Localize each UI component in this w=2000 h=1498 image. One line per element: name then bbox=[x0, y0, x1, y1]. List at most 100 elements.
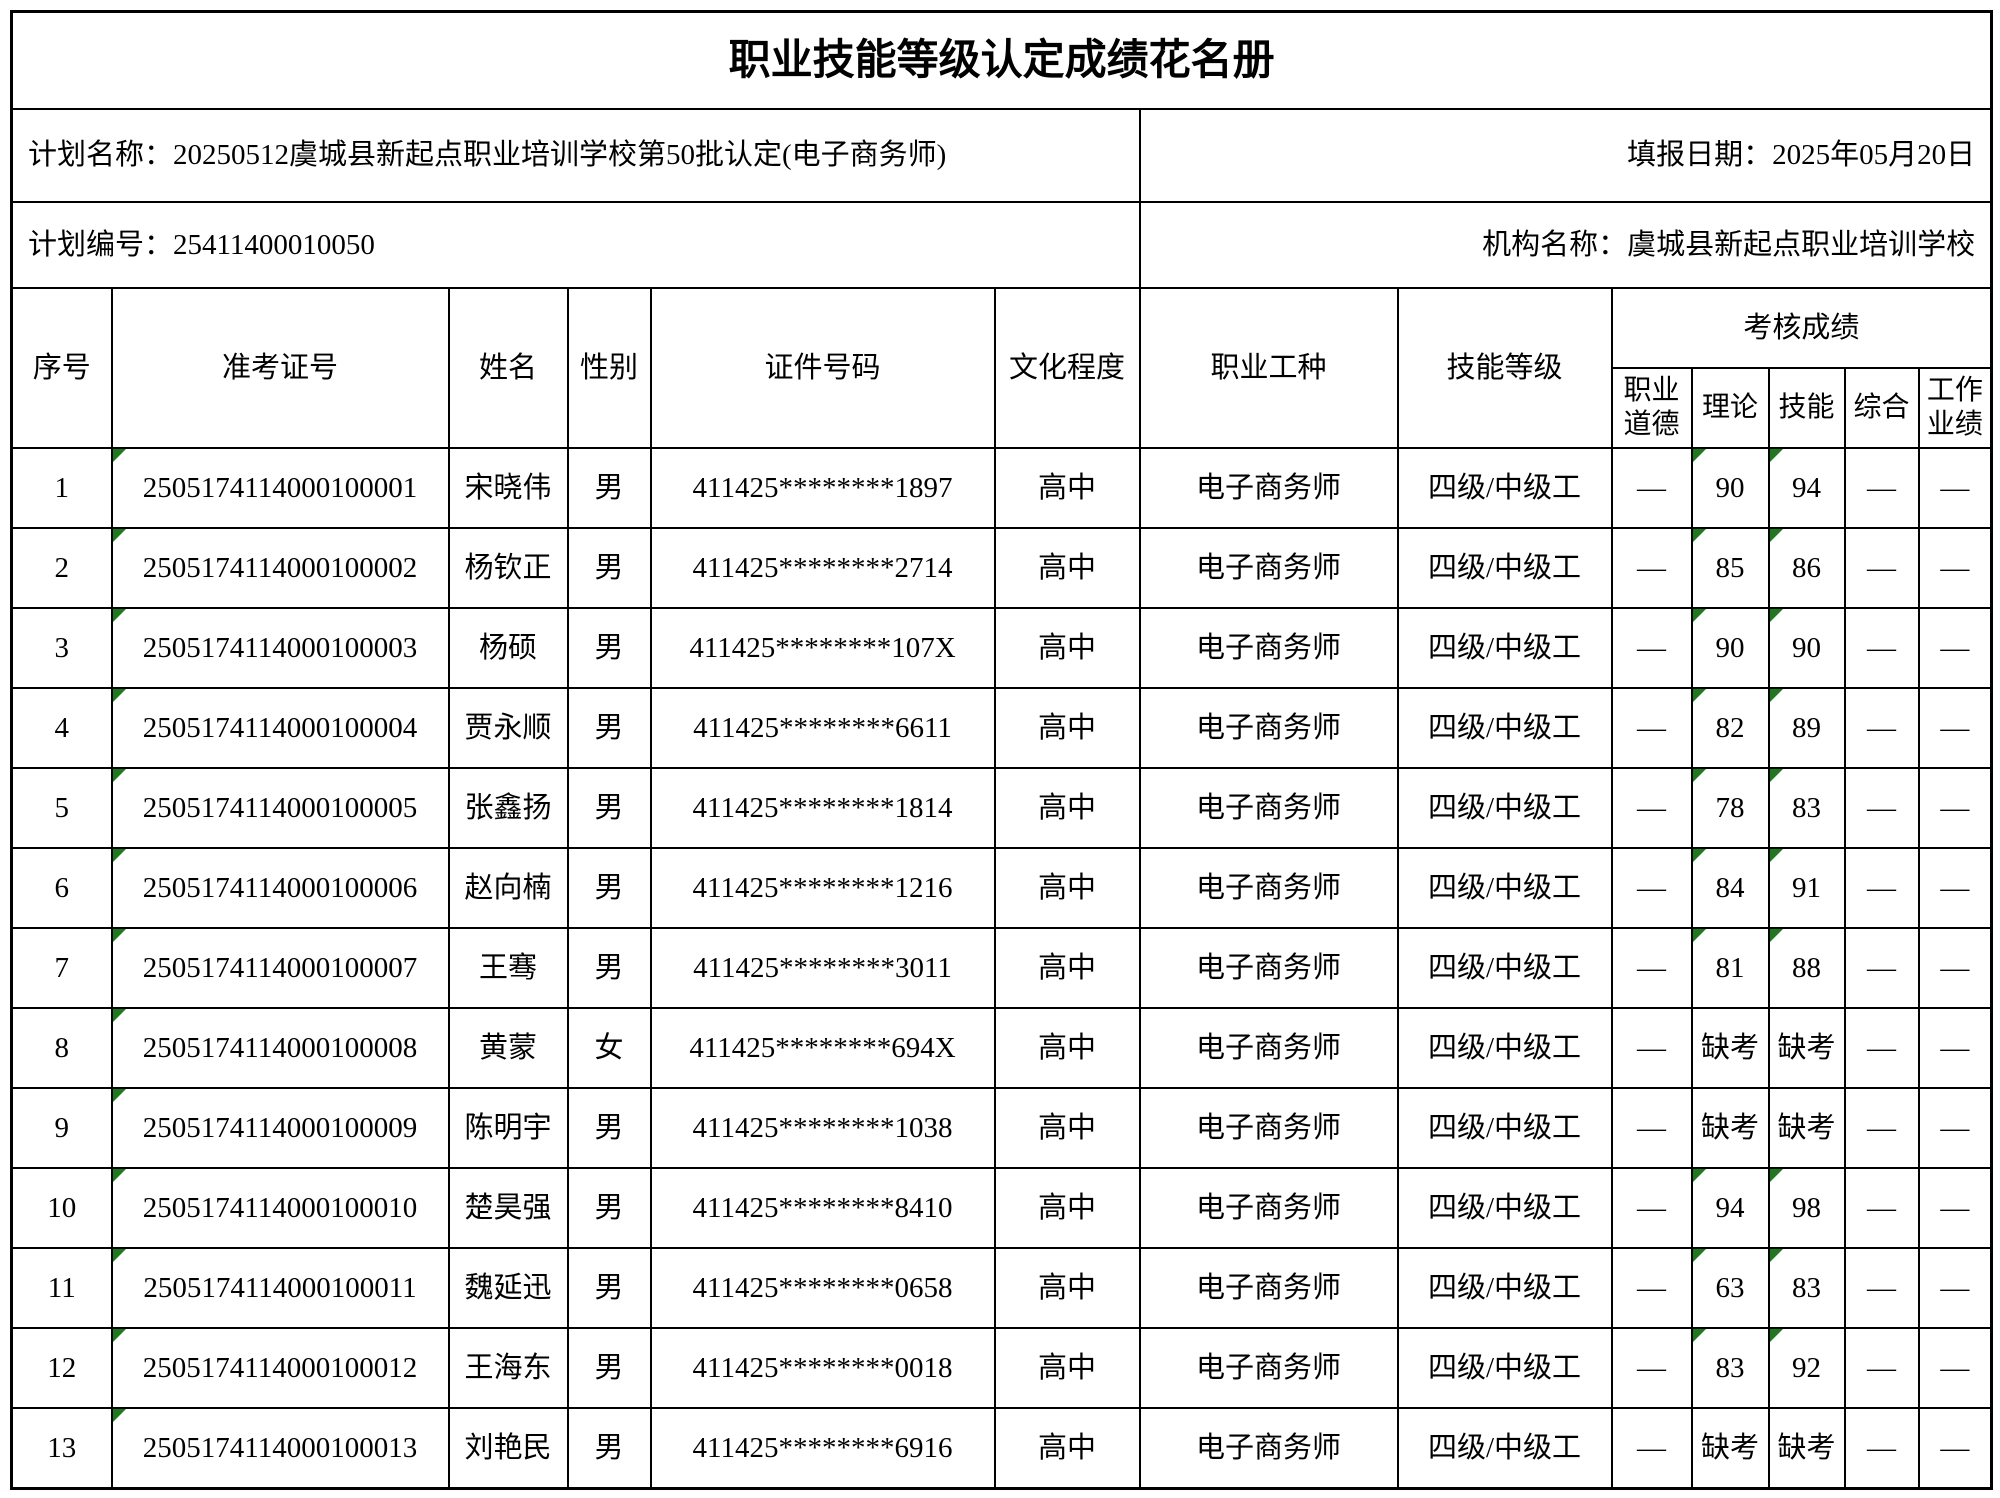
cell-ethics[interactable]: — bbox=[1610, 527, 1693, 609]
cell-level[interactable]: 四级/中级工 bbox=[1396, 1327, 1613, 1409]
header-occupation[interactable]: 职业工种 bbox=[1138, 287, 1399, 449]
cell-gender[interactable]: 女 bbox=[566, 1007, 652, 1089]
cell-ethics[interactable]: — bbox=[1610, 1167, 1693, 1249]
cell-index[interactable]: 6 bbox=[10, 847, 113, 929]
cell-education[interactable]: 高中 bbox=[993, 447, 1141, 529]
cell-ethics[interactable]: — bbox=[1610, 1087, 1693, 1169]
cell-work[interactable]: — bbox=[1917, 1007, 1993, 1089]
cell-id-no[interactable]: 411425********8410 bbox=[649, 1167, 996, 1249]
cell-exam-no[interactable]: 2505174114000100006 bbox=[110, 847, 450, 929]
cell-theory[interactable]: 90 bbox=[1690, 447, 1770, 529]
header-level[interactable]: 技能等级 bbox=[1396, 287, 1613, 449]
cell-comprehensive[interactable]: — bbox=[1843, 1167, 1920, 1249]
cell-gender[interactable]: 男 bbox=[566, 1247, 652, 1329]
cell-level[interactable]: 四级/中级工 bbox=[1396, 447, 1613, 529]
header-seq[interactable]: 序号 bbox=[10, 287, 113, 449]
cell-exam-no[interactable]: 2505174114000100012 bbox=[110, 1327, 450, 1409]
cell-occupation[interactable]: 电子商务师 bbox=[1138, 447, 1399, 529]
cell-id-no[interactable]: 411425********2714 bbox=[649, 527, 996, 609]
header-ethics[interactable]: 职业道德 bbox=[1610, 367, 1693, 449]
cell-occupation[interactable]: 电子商务师 bbox=[1138, 927, 1399, 1009]
cell-level[interactable]: 四级/中级工 bbox=[1396, 607, 1613, 689]
cell-index[interactable]: 5 bbox=[10, 767, 113, 849]
cell-name[interactable]: 黄蒙 bbox=[447, 1007, 569, 1089]
cell-gender[interactable]: 男 bbox=[566, 767, 652, 849]
cell-exam-no[interactable]: 2505174114000100005 bbox=[110, 767, 450, 849]
cell-skill[interactable]: 83 bbox=[1767, 767, 1846, 849]
cell-gender[interactable]: 男 bbox=[566, 927, 652, 1009]
cell-occupation[interactable]: 电子商务师 bbox=[1138, 687, 1399, 769]
cell-occupation[interactable]: 电子商务师 bbox=[1138, 607, 1399, 689]
cell-skill[interactable]: 缺考 bbox=[1767, 1407, 1846, 1489]
cell-index[interactable]: 11 bbox=[10, 1247, 113, 1329]
cell-name[interactable]: 王骞 bbox=[447, 927, 569, 1009]
cell-education[interactable]: 高中 bbox=[993, 1407, 1141, 1489]
cell-index[interactable]: 12 bbox=[10, 1327, 113, 1409]
cell-education[interactable]: 高中 bbox=[993, 607, 1141, 689]
cell-work[interactable]: — bbox=[1917, 767, 1993, 849]
cell-work[interactable]: — bbox=[1917, 527, 1993, 609]
cell-skill[interactable]: 94 bbox=[1767, 447, 1846, 529]
cell-education[interactable]: 高中 bbox=[993, 687, 1141, 769]
report-date-cell[interactable]: 填报日期：2025年05月20日 bbox=[1138, 108, 1993, 203]
cell-exam-no[interactable]: 2505174114000100009 bbox=[110, 1087, 450, 1169]
cell-index[interactable]: 8 bbox=[10, 1007, 113, 1089]
cell-education[interactable]: 高中 bbox=[993, 1247, 1141, 1329]
cell-occupation[interactable]: 电子商务师 bbox=[1138, 847, 1399, 929]
cell-comprehensive[interactable]: — bbox=[1843, 1087, 1920, 1169]
cell-name[interactable]: 贾永顺 bbox=[447, 687, 569, 769]
cell-exam-no[interactable]: 2505174114000100001 bbox=[110, 447, 450, 529]
plan-no-cell[interactable]: 计划编号：25411400010050 bbox=[10, 201, 1141, 289]
cell-level[interactable]: 四级/中级工 bbox=[1396, 1247, 1613, 1329]
cell-work[interactable]: — bbox=[1917, 1087, 1993, 1169]
cell-skill[interactable]: 86 bbox=[1767, 527, 1846, 609]
header-exam-no[interactable]: 准考证号 bbox=[110, 287, 450, 449]
cell-index[interactable]: 7 bbox=[10, 927, 113, 1009]
cell-work[interactable]: — bbox=[1917, 1327, 1993, 1409]
cell-education[interactable]: 高中 bbox=[993, 1327, 1141, 1409]
cell-ethics[interactable]: — bbox=[1610, 447, 1693, 529]
cell-skill[interactable]: 91 bbox=[1767, 847, 1846, 929]
cell-work[interactable]: — bbox=[1917, 1407, 1993, 1489]
cell-level[interactable]: 四级/中级工 bbox=[1396, 527, 1613, 609]
cell-level[interactable]: 四级/中级工 bbox=[1396, 1167, 1613, 1249]
cell-comprehensive[interactable]: — bbox=[1843, 1327, 1920, 1409]
cell-id-no[interactable]: 411425********1814 bbox=[649, 767, 996, 849]
cell-education[interactable]: 高中 bbox=[993, 527, 1141, 609]
cell-theory[interactable]: 85 bbox=[1690, 527, 1770, 609]
cell-comprehensive[interactable]: — bbox=[1843, 847, 1920, 929]
cell-gender[interactable]: 男 bbox=[566, 527, 652, 609]
cell-theory[interactable]: 83 bbox=[1690, 1327, 1770, 1409]
cell-exam-no[interactable]: 2505174114000100010 bbox=[110, 1167, 450, 1249]
cell-gender[interactable]: 男 bbox=[566, 687, 652, 769]
cell-name[interactable]: 宋晓伟 bbox=[447, 447, 569, 529]
cell-exam-no[interactable]: 2505174114000100007 bbox=[110, 927, 450, 1009]
plan-name-cell[interactable]: 计划名称：20250512虞城县新起点职业培训学校第50批认定(电子商务师) bbox=[10, 108, 1141, 203]
cell-ethics[interactable]: — bbox=[1610, 927, 1693, 1009]
cell-id-no[interactable]: 411425********694X bbox=[649, 1007, 996, 1089]
cell-level[interactable]: 四级/中级工 bbox=[1396, 1407, 1613, 1489]
cell-id-no[interactable]: 411425********6611 bbox=[649, 687, 996, 769]
cell-occupation[interactable]: 电子商务师 bbox=[1138, 527, 1399, 609]
cell-occupation[interactable]: 电子商务师 bbox=[1138, 1247, 1399, 1329]
cell-ethics[interactable]: — bbox=[1610, 1407, 1693, 1489]
cell-skill[interactable]: 89 bbox=[1767, 687, 1846, 769]
cell-comprehensive[interactable]: — bbox=[1843, 607, 1920, 689]
cell-id-no[interactable]: 411425********0018 bbox=[649, 1327, 996, 1409]
cell-name[interactable]: 杨硕 bbox=[447, 607, 569, 689]
cell-theory[interactable]: 缺考 bbox=[1690, 1007, 1770, 1089]
cell-theory[interactable]: 63 bbox=[1690, 1247, 1770, 1329]
cell-work[interactable]: — bbox=[1917, 847, 1993, 929]
cell-exam-no[interactable]: 2505174114000100011 bbox=[110, 1247, 450, 1329]
cell-skill[interactable]: 缺考 bbox=[1767, 1087, 1846, 1169]
cell-level[interactable]: 四级/中级工 bbox=[1396, 1007, 1613, 1089]
cell-theory[interactable]: 78 bbox=[1690, 767, 1770, 849]
cell-work[interactable]: — bbox=[1917, 927, 1993, 1009]
cell-occupation[interactable]: 电子商务师 bbox=[1138, 1007, 1399, 1089]
cell-gender[interactable]: 男 bbox=[566, 1167, 652, 1249]
cell-education[interactable]: 高中 bbox=[993, 1007, 1141, 1089]
cell-name[interactable]: 张鑫扬 bbox=[447, 767, 569, 849]
cell-gender[interactable]: 男 bbox=[566, 1087, 652, 1169]
cell-comprehensive[interactable]: — bbox=[1843, 767, 1920, 849]
cell-name[interactable]: 刘艳民 bbox=[447, 1407, 569, 1489]
